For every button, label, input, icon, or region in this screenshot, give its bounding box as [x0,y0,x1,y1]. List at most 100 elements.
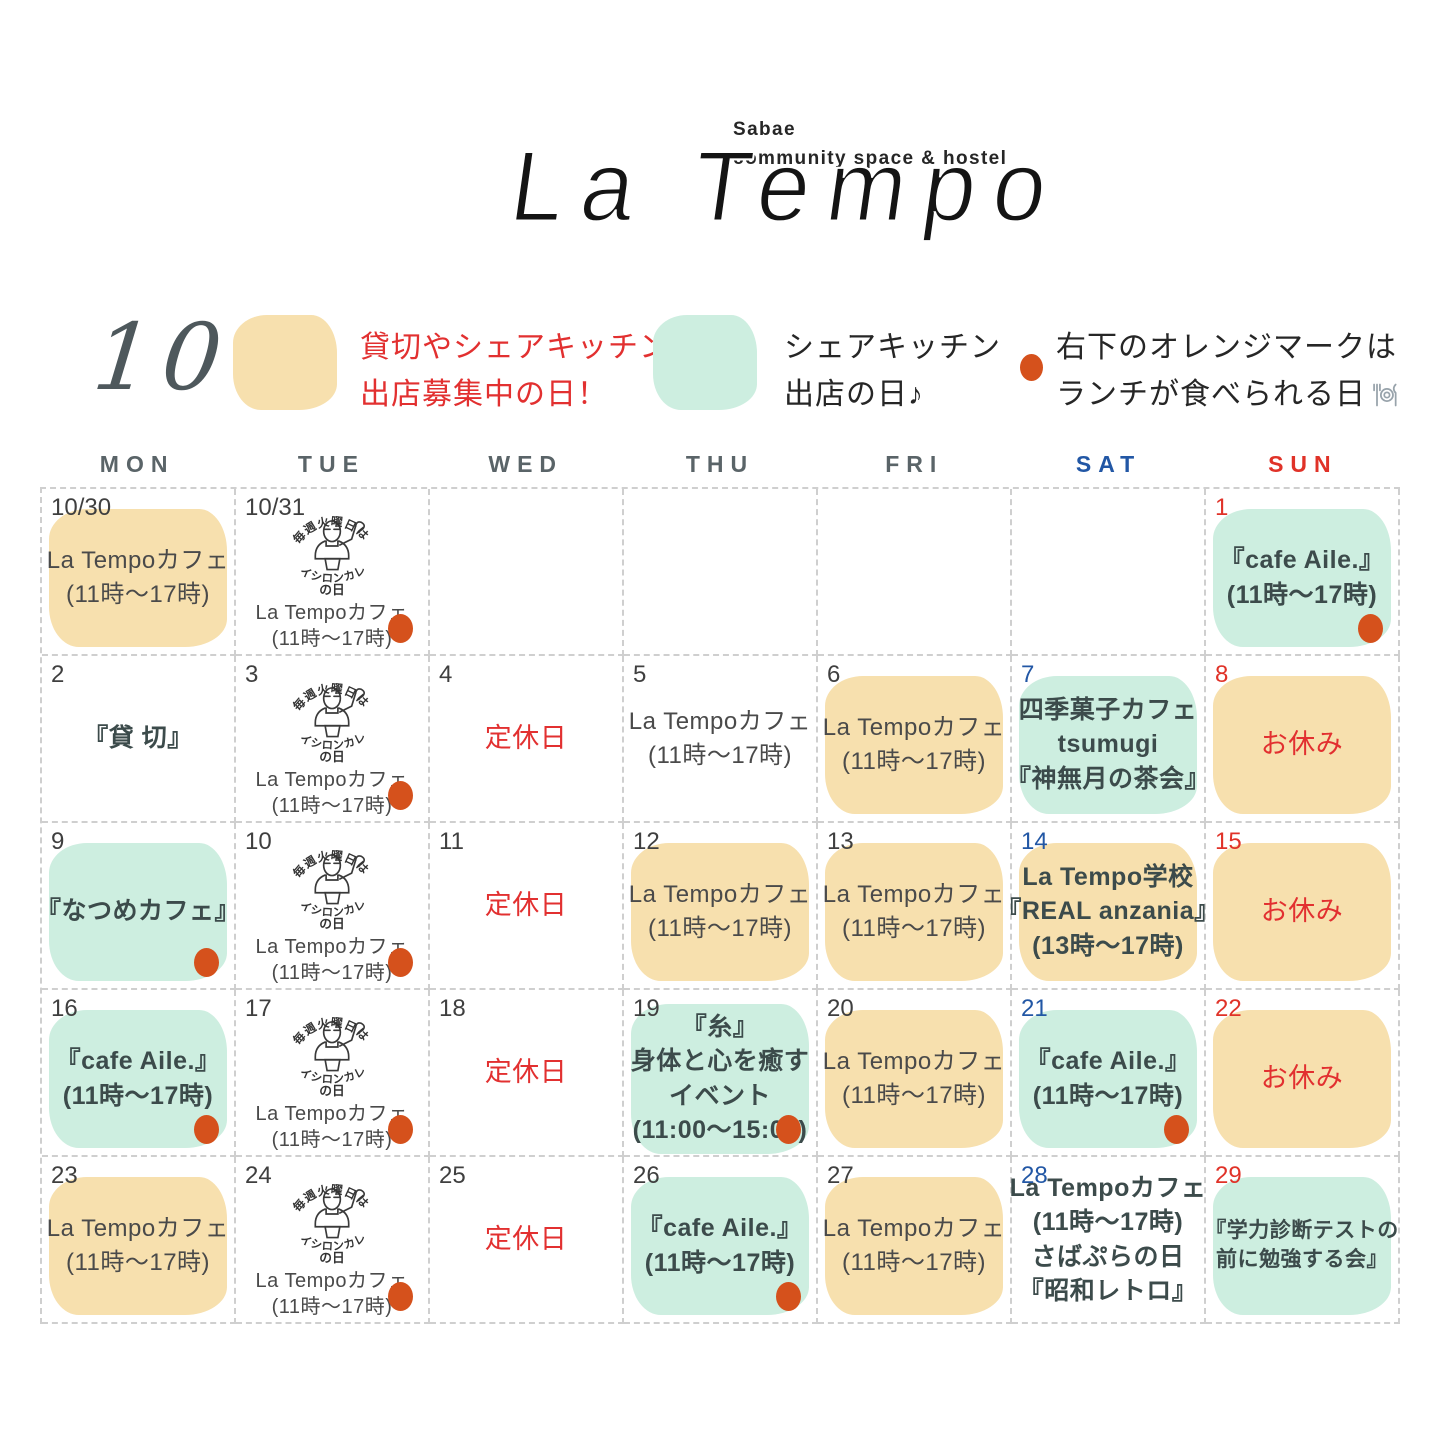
cell-content: 『貸 切』 [42,656,234,821]
lunch-dot-icon [776,1282,801,1311]
weekday-header-row: MON TUE WED THU FRI SAT SUN [40,441,1400,487]
cell-content [1012,489,1204,654]
svg-text:の日: の日 [319,916,345,931]
calendar-cell-empty [1012,489,1206,656]
plate-fork-knife-icon [1373,383,1397,406]
lunch-dot-icon [388,948,413,977]
event-text: La Tempoカフェ [822,1048,1006,1076]
calendar-cell-9: 9 『なつめカフェ』 [36,823,240,990]
day-number: 8 [1215,661,1229,688]
event-text: (11時〜17時) [841,914,987,942]
day-number: 19 [633,995,660,1022]
brand-tagline: Sabae community space & hostel [733,116,1007,173]
calendar-grid: 10/30 La Tempoカフェ (11時〜17時) 10/31 毎週火曜日はタイシロ… [36,487,1400,1324]
lunch-dot-icon [1164,1115,1189,1144]
day-number: 15 [1215,828,1242,855]
day-number: 6 [827,661,841,688]
event-text: (11時〜17時) [647,741,793,769]
calendar-cell-21: 21 『cafe Aile.』 (11時〜17時) [1012,990,1206,1157]
event-bubble-orange: La Tempo学校 『REAL anzania』 (13時〜17時) [996,842,1219,981]
lunch-dot-icon [1358,614,1383,643]
day-number: 2 [51,661,65,688]
event-text: (11時〜17時) [271,1296,393,1319]
event-text: La Tempoカフェ [255,936,409,958]
cell-content: 四季菓子カフェ tsumugi 『神無月の茶会』 [1006,656,1210,821]
day-number: 21 [1021,995,1048,1022]
calendar-cell-14: 14 La Tempo学校 『REAL anzania』 (13時〜17時) [996,823,1219,990]
event-text: La Tempoカフェ [46,547,230,575]
tuesday-curry-stamp-icon: 毎週火曜日はタイシロンカレーの日 [280,991,370,1098]
event-text: 四季菓子カフェ [1018,695,1198,724]
day-number: 1 [1215,494,1229,521]
cell-content: 定休日 [430,1157,622,1322]
cell-content: お休み [1206,823,1398,988]
cell-content: お休み [1206,656,1398,821]
calendar-cell-22: 22 お休み [1206,990,1400,1157]
event-text: 『昭和レトロ』 [1018,1277,1198,1305]
event-text: 前に勉強する会』 [1216,1247,1388,1271]
event-text: 『糸』 [681,1012,759,1041]
event-text: La Tempoカフェ [255,769,409,791]
brand-logo: La Tempo [503,130,1072,243]
lunch-dot-icon [388,781,413,810]
calendar-cell-15: 15 お休み [1206,823,1400,990]
event-text: La Tempoカフェ [255,602,409,624]
svg-text:の日: の日 [319,749,345,764]
weekday-thu: THU [685,450,755,477]
cell-content: 毎週火曜日はタイシロンカレーの日 La Tempoカフェ (11時〜17時) [236,823,428,988]
calendar-cell-23: 23 La Tempoカフェ (11時〜17時) [42,1157,236,1324]
cell-content: La Tempoカフェ (11時〜17時) [818,990,1010,1155]
event-text: (11時〜17時) [841,1248,987,1276]
event-text: 身体と心を癒す [630,1047,810,1075]
cell-content: 定休日 [430,823,622,988]
weekday-mon: MON [99,450,175,477]
event-text: (11時〜17時) [65,580,211,608]
lunch-dot-icon [1020,354,1043,381]
day-number: 10/31 [245,494,306,521]
event-text: イベント [668,1081,771,1110]
cell-content: La Tempoカフェ (11時〜17時) [42,1157,234,1322]
day-number: 10/30 [51,494,112,521]
calendar-cell-25: 25 定休日 [430,1157,624,1324]
day-number: 12 [633,828,660,855]
calendar-cell-10-30: 10/30 La Tempoカフェ (11時〜17時) [42,489,236,656]
event-text: La Tempoカフェ [255,1103,409,1125]
event-text: お休み [1260,728,1344,759]
calendar-cell-6: 6 La Tempoカフェ (11時〜17時) [818,656,1012,823]
cell-content: 定休日 [430,656,622,821]
svg-text:の日: の日 [319,1250,345,1265]
day-number: 18 [439,995,466,1022]
month-number: 10 [88,304,237,411]
weekday-tue: TUE [297,450,365,477]
cell-content [818,489,1010,654]
event-bubble-orange: お休み [1213,842,1391,981]
calendar-cell-empty [430,489,624,656]
cell-content: 毎週火曜日はタイシロンカレーの日 La Tempoカフェ (11時〜17時) [236,656,428,821]
weekday-wed: WED [488,450,564,477]
cell-content: La Tempoカフェ (11時〜17時) [624,823,816,988]
calendar-cell-29: 29 『学力診断テストの 前に勉強する会』 [1205,1157,1400,1324]
calendar-cell-10: 10 毎週火曜日はタイシロンカレーの日 La Tempoカフェ (11時〜17時) [236,823,430,990]
event-bubble-orange: La Tempoカフェ (11時〜17時) [823,1176,1005,1315]
calendar-cell-8: 8 お休み [1206,656,1400,823]
day-number: 9 [51,828,65,855]
calendar-cell-empty [818,489,1012,656]
calendar-cell-12: 12 La Tempoカフェ (11時〜17時) [624,823,818,990]
event-text: (11時〜17時) [647,914,793,942]
cell-content: La Tempoカフェ (11時〜17時) [42,489,234,654]
event-text: (11時〜17時) [1032,1081,1184,1110]
tuesday-curry-stamp-icon: 毎週火曜日はタイシロンカレーの日 [280,1158,370,1265]
event-text: La Tempoカフェ [628,708,812,736]
event-text: (11時〜17時) [1032,1208,1184,1236]
cell-content: La Tempoカフェ (11時〜17時) [818,1157,1010,1322]
cell-content [430,489,622,654]
event-text: (11時〜17時) [644,1248,796,1277]
day-number: 5 [633,661,647,688]
calendar-cell-2: 2 『貸 切』 [42,656,236,823]
event-text: 定休日 [484,1223,568,1254]
day-number: 11 [439,828,464,855]
event-text: 『cafe Aile.』 [1219,546,1385,574]
event-text: (11時〜17時) [1226,580,1378,609]
cell-content: 『学力診断テストの 前に勉強する会』 [1205,1157,1398,1322]
event-text: 『なつめカフェ』 [36,897,241,926]
